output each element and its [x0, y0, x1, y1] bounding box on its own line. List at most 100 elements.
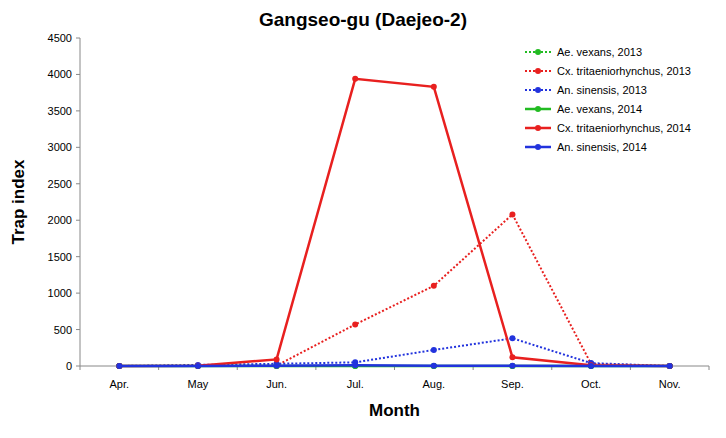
series-marker: [431, 363, 437, 369]
y-tick: [76, 147, 80, 148]
y-tick: [76, 256, 80, 257]
legend-marker: [535, 106, 541, 112]
series-marker: [352, 362, 358, 368]
series-marker: [509, 211, 515, 217]
legend-label: Ae. vexans, 2013: [557, 46, 642, 58]
legend-label: Ae. vexans, 2014: [557, 103, 642, 115]
legend-label: An. sinensis, 2013: [557, 84, 647, 96]
y-tick-label: 1000: [48, 287, 72, 299]
series-marker: [667, 363, 673, 369]
series-marker: [509, 354, 515, 360]
series-marker: [667, 363, 673, 369]
series-marker: [195, 363, 201, 369]
y-tick-label: 3500: [48, 105, 72, 117]
series-marker: [667, 363, 673, 369]
x-tick: [709, 366, 710, 370]
y-tick-label: 2000: [48, 214, 72, 226]
legend-marker: [535, 68, 541, 74]
series-marker: [274, 363, 280, 369]
x-axis-label: Month: [369, 401, 420, 420]
series-marker: [431, 363, 437, 369]
x-tick-label: Sep.: [501, 378, 524, 390]
series-marker: [588, 363, 594, 369]
chart: Gangseo-gu (Daejeo-2)Trap indexMonth0500…: [0, 0, 726, 438]
series-marker: [195, 363, 201, 369]
series-marker: [274, 356, 280, 362]
series-marker: [667, 363, 673, 369]
legend-label: Cx. tritaeniorhynchus, 2013: [557, 65, 691, 77]
series: [116, 76, 672, 369]
series-marker: [274, 363, 280, 369]
y-tick-label: 3000: [48, 141, 72, 153]
series-marker: [667, 363, 673, 369]
x-tick-label: Apr.: [110, 378, 130, 390]
series-marker: [431, 283, 437, 289]
series-marker: [352, 321, 358, 327]
series-marker: [352, 363, 358, 369]
series: [116, 363, 672, 369]
series-marker: [116, 363, 122, 369]
series-marker: [509, 363, 515, 369]
series-marker: [431, 347, 437, 353]
y-tick: [76, 183, 80, 184]
x-tick-label: Jun.: [266, 378, 287, 390]
series-marker: [509, 363, 515, 369]
legend-marker: [535, 49, 541, 55]
y-tick: [76, 366, 80, 367]
title: Gangseo-gu (Daejeo-2): [259, 9, 467, 30]
y-axis: [80, 38, 81, 366]
y-tick-label: 1500: [48, 251, 72, 263]
x-tick-label: May: [188, 378, 209, 390]
series: [116, 362, 672, 369]
y-tick-label: 500: [54, 324, 72, 336]
series-line: [119, 365, 669, 367]
plot-area: [116, 76, 672, 369]
legend-marker: [535, 87, 541, 93]
y-tick-label: 4500: [48, 32, 72, 44]
y-tick-label: 2500: [48, 178, 72, 190]
y-tick: [76, 293, 80, 294]
series-marker: [588, 362, 594, 368]
x-tick-label: Nov.: [659, 378, 681, 390]
series-line: [119, 364, 669, 367]
series-marker: [116, 363, 122, 369]
y-tick-label: 4000: [48, 68, 72, 80]
y-tick: [76, 38, 80, 39]
legend-label: Cx. tritaeniorhynchus, 2014: [557, 122, 691, 134]
x-axis: [80, 366, 709, 367]
series-marker: [195, 363, 201, 369]
series-marker: [352, 363, 358, 369]
y-tick: [76, 74, 80, 75]
y-tick: [76, 329, 80, 330]
series-marker: [588, 363, 594, 369]
series-marker: [274, 363, 280, 369]
x-tick-label: Oct.: [581, 378, 601, 390]
series-marker: [195, 363, 201, 369]
y-tick: [76, 110, 80, 111]
series-marker: [509, 335, 515, 341]
legend: Ae. vexans, 2013 Cx. tritaeniorhynchus, 2…: [525, 46, 691, 153]
series-marker: [352, 76, 358, 82]
series: [116, 211, 672, 369]
series-marker: [116, 363, 122, 369]
x-tick-label: Aug.: [422, 378, 445, 390]
series-marker: [667, 363, 673, 369]
series-marker: [274, 363, 280, 369]
legend-label: An. sinensis, 2014: [557, 141, 647, 153]
series: [116, 335, 672, 369]
series-line: [119, 214, 669, 366]
legend-marker: [535, 144, 541, 150]
series-marker: [431, 363, 437, 369]
series-marker: [509, 363, 515, 369]
x-tick-label: Jul.: [347, 378, 364, 390]
series-line: [119, 338, 669, 366]
x-tick: [80, 366, 81, 370]
series-marker: [195, 363, 201, 369]
series-line: [119, 365, 669, 368]
series-marker: [116, 363, 122, 369]
series-marker: [431, 84, 437, 90]
series-marker: [116, 363, 122, 369]
y-tick: [76, 220, 80, 221]
legend-marker: [535, 125, 541, 131]
series-marker: [116, 363, 122, 369]
